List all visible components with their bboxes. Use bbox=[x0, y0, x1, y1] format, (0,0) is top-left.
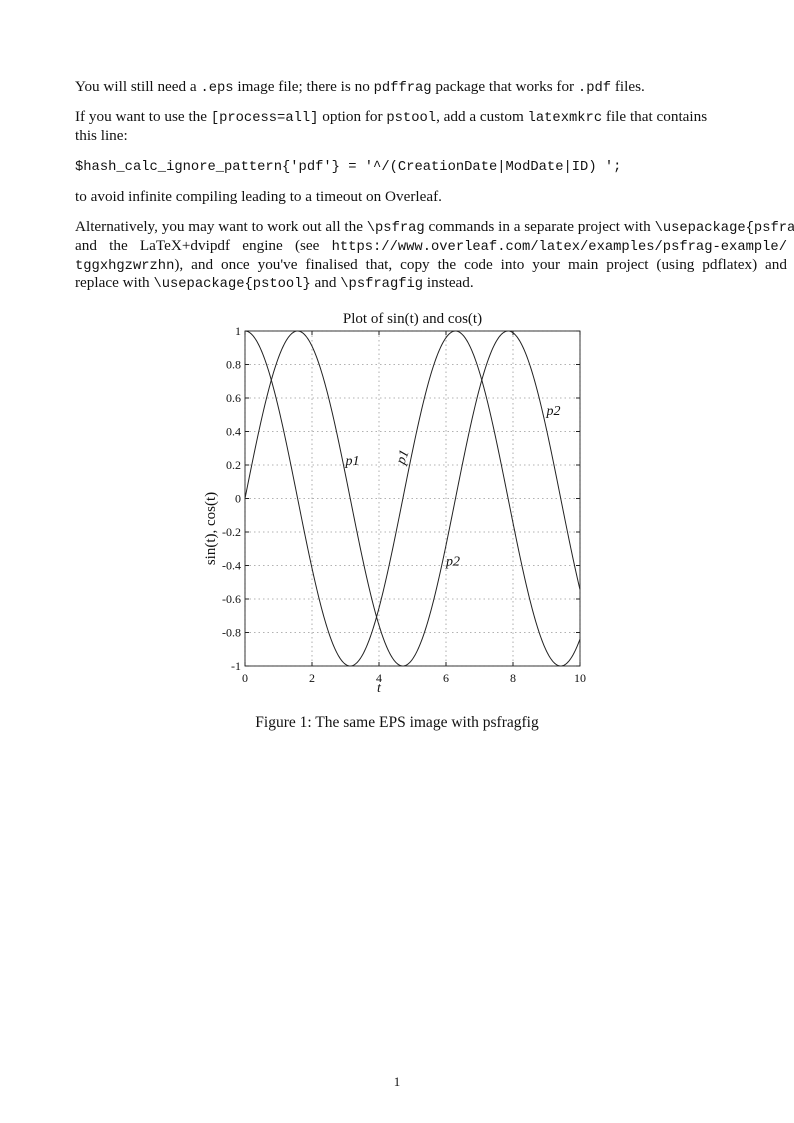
code-span: \psfragfig bbox=[340, 277, 424, 292]
code-span: latexmkrc bbox=[527, 111, 603, 126]
text-span: package that works for bbox=[431, 78, 578, 95]
code-span: \psfrag bbox=[366, 221, 425, 236]
code-span: .eps bbox=[200, 81, 234, 96]
curve-annotation: p2 bbox=[546, 404, 561, 419]
text-span: You will still need a bbox=[75, 78, 201, 95]
x-tick-label: 10 bbox=[574, 671, 586, 685]
code-span: $hash_calc_ignore_pattern{'pdf'} = '^/(C… bbox=[75, 160, 622, 175]
y-tick-label: -1 bbox=[231, 659, 241, 673]
code-span: https://www.overleaf.com/latex/examples/… bbox=[331, 240, 787, 255]
x-axis-label: t bbox=[377, 681, 382, 696]
text-span: Alternatively, you may want to work out … bbox=[75, 218, 367, 235]
text-span: commands in a separate project with bbox=[424, 218, 655, 235]
text-line: and the LaTeX+dvipdf engine (see https:/… bbox=[75, 237, 787, 257]
text-span: If you want to use the bbox=[75, 108, 211, 125]
text-span: image file; there is no bbox=[233, 78, 374, 95]
text-span: to avoid infinite compiling leading to a… bbox=[75, 188, 442, 205]
y-tick-label: 0.8 bbox=[226, 358, 241, 372]
x-tick-label: 2 bbox=[309, 671, 315, 685]
sin-cos-chart: 0 2 4 6 8 10 1 0.8 0.6 0.4 0.2 0 -0.2 -0.4 -0.6 -0.8 -1 p… bbox=[203, 311, 586, 696]
curve-annotation: p1 bbox=[393, 448, 412, 467]
code-span: .pdf bbox=[577, 81, 612, 96]
series-line-sint bbox=[244, 330, 581, 667]
code-span: pstool bbox=[386, 111, 437, 126]
text-line: replace with \usepackage{pstool} and \ps… bbox=[75, 274, 474, 294]
series-line-cost bbox=[244, 330, 581, 667]
code-span: [process=all] bbox=[210, 111, 319, 126]
text-span: file that contains bbox=[602, 108, 708, 125]
x-tick-label: 8 bbox=[510, 671, 516, 685]
curve-annotation: p1 bbox=[345, 454, 360, 469]
y-tick-label: 0 bbox=[235, 492, 241, 506]
x-tick-label: 0 bbox=[242, 671, 248, 685]
text-span: option for bbox=[318, 108, 387, 125]
text-line: this line: bbox=[75, 127, 128, 145]
code-span: \usepackage{pstool} bbox=[153, 277, 311, 292]
y-tick-label: -0.4 bbox=[222, 559, 241, 573]
text-span: files. bbox=[611, 78, 645, 95]
text-span: this line: bbox=[75, 127, 128, 144]
y-tick-label: -0.8 bbox=[222, 626, 241, 640]
text-line: If you want to use the [process=all] opt… bbox=[75, 108, 707, 128]
x-tick-label: 6 bbox=[443, 671, 449, 685]
text-line: You will still need a .eps image file; t… bbox=[75, 78, 645, 98]
text-span: and bbox=[310, 274, 341, 291]
x-tick-label: 4 bbox=[376, 671, 382, 685]
y-tick-label: 0.2 bbox=[226, 458, 241, 472]
page-number: 1 bbox=[393, 1074, 401, 1089]
text-span: and the LaTeX+dvipdf engine (see bbox=[75, 237, 332, 254]
code-span: pdffrag bbox=[373, 81, 432, 96]
text-line: tggxhgzwrzhn), and once you've finalised… bbox=[75, 256, 787, 276]
text-span: replace with bbox=[75, 274, 154, 291]
figure-caption: Figure 1: The same EPS image with psfrag… bbox=[255, 714, 539, 731]
y-tick-label: 1 bbox=[235, 324, 241, 338]
y-tick-label: 0.4 bbox=[226, 425, 241, 439]
chart-title: Plot of sin(t) and cos(t) bbox=[343, 311, 482, 327]
text-line: to avoid infinite compiling leading to a… bbox=[75, 188, 442, 206]
y-tick-label: -0.6 bbox=[222, 592, 241, 606]
curve-annotation: p2 bbox=[445, 555, 460, 570]
code-span: tggxhgzwrzhn bbox=[75, 259, 175, 274]
text-line: $hash_calc_ignore_pattern{'pdf'} = '^/(C… bbox=[75, 157, 621, 177]
text-span: ), and once you've finalised that, copy … bbox=[174, 256, 787, 273]
y-axis-label: sin(t), cos(t) bbox=[203, 492, 219, 565]
text-line: Alternatively, you may want to work out … bbox=[75, 218, 794, 238]
text-span: , add a custom bbox=[436, 108, 528, 125]
text-span: instead. bbox=[423, 274, 474, 291]
y-tick-label: -0.2 bbox=[222, 525, 241, 539]
code-span: \usepackage{psfrag} bbox=[654, 221, 794, 236]
y-tick-label: 0.6 bbox=[226, 391, 241, 405]
